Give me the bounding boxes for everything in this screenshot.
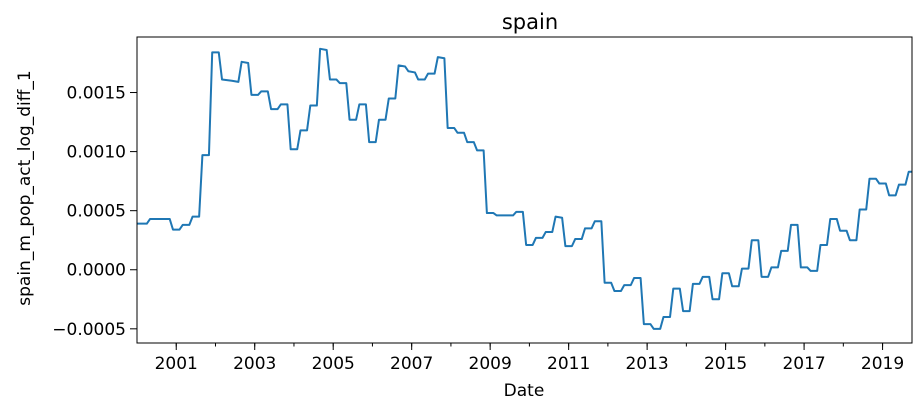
x-axis: 2001 2003 2005 2007 2009 2011 2013 2015 2017 2019 bbox=[155, 343, 904, 374]
y-tick-label-4: −0.0005 bbox=[52, 320, 126, 340]
x-tick-label-2009: 2009 bbox=[469, 354, 512, 374]
y-tick-label-1: 0.0010 bbox=[67, 143, 126, 163]
x-axis-label: Date bbox=[504, 381, 545, 401]
y-tick-label-2: 0.0005 bbox=[67, 202, 126, 222]
x-tick-label-2001: 2001 bbox=[155, 354, 198, 374]
plot-area bbox=[136, 36, 913, 344]
x-tick-label-2007: 2007 bbox=[390, 354, 433, 374]
x-tick-label-2011: 2011 bbox=[547, 354, 590, 374]
y-axis-label: spain_m_pop_act_log_diff_1 bbox=[15, 70, 35, 306]
y-axis: 0.0015 0.0010 0.0005 0.0000 −0.0005 bbox=[52, 84, 137, 340]
y-tick-label-3: 0.0000 bbox=[67, 261, 126, 281]
series-line-0 bbox=[137, 47, 912, 330]
x-tick-label-2005: 2005 bbox=[312, 354, 355, 374]
y-tick-label-0: 0.0015 bbox=[67, 84, 126, 104]
chart-title: spain bbox=[502, 10, 558, 34]
plot-frame bbox=[136, 36, 913, 344]
x-tick-label-2019: 2019 bbox=[861, 354, 904, 374]
x-tick-label-2015: 2015 bbox=[704, 354, 747, 374]
x-tick-label-2013: 2013 bbox=[625, 354, 668, 374]
x-tick-label-2017: 2017 bbox=[782, 354, 825, 374]
x-tick-label-2003: 2003 bbox=[233, 354, 276, 374]
